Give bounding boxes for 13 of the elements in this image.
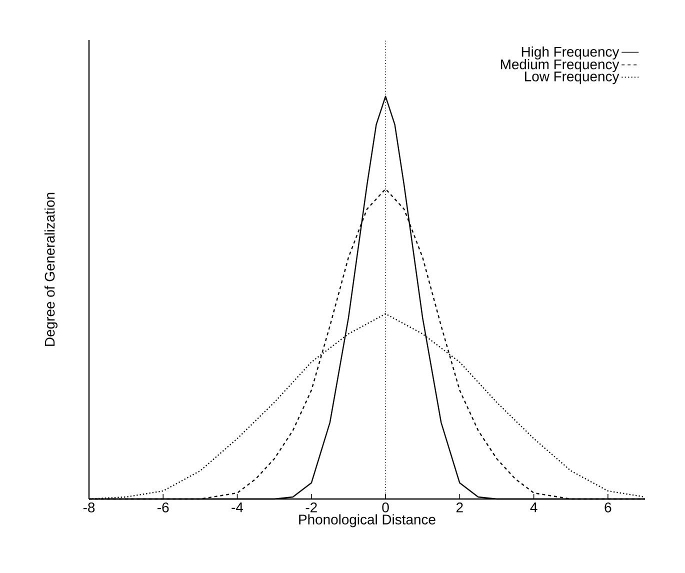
legend-label: Low Frequency [525, 72, 620, 84]
legend-label: Medium Frequency [500, 59, 620, 72]
x-tick-label: 6 [604, 502, 612, 512]
x-tick-label: -6 [158, 502, 169, 512]
x-tick-label: 0 [382, 502, 389, 512]
y-axis-title: Degree of Generalization [44, 192, 58, 346]
x-tick-label: -2 [306, 502, 317, 512]
x-tick-label: -4 [232, 502, 244, 512]
x-tick-label: 4 [530, 502, 538, 512]
x-tick-label: -8 [83, 502, 95, 512]
x-tick-label: 2 [456, 502, 463, 512]
legend-label: High Frequency [522, 46, 620, 60]
x-axis-title: Phonological Distance [299, 514, 436, 528]
